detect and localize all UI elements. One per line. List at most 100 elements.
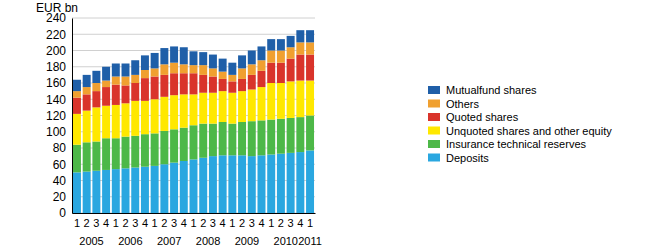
bar-segment: [160, 97, 168, 131]
bar-segment: [296, 30, 304, 42]
y-tick: 0: [59, 206, 72, 220]
bar-segment: [238, 55, 246, 68]
x-tick-label: 2: [200, 217, 206, 229]
x-tick: 2: [200, 213, 206, 229]
bar-segment: [296, 55, 304, 81]
x-tick: 3: [171, 213, 177, 229]
bar-segment: [141, 55, 149, 70]
x-tick-label: 3: [249, 217, 255, 229]
x-tick: 2: [278, 213, 284, 229]
bar-segment: [83, 111, 91, 143]
bars: [73, 30, 314, 213]
bar-segment: [141, 134, 149, 167]
bar-segment: [209, 124, 217, 157]
bar-segment: [122, 64, 130, 77]
bar-segment: [306, 55, 314, 81]
bar-segment: [122, 137, 130, 169]
y-tick: 80: [53, 141, 72, 155]
x-tick-label: 3: [132, 217, 138, 229]
bar-segment: [248, 121, 256, 156]
x-tick: 3: [132, 213, 138, 229]
bar-segment: [258, 46, 266, 60]
x-tick: 4: [220, 213, 226, 229]
bar-segment: [160, 75, 168, 97]
y-tick-label: 220: [46, 28, 66, 42]
chart: 0204060801001201401601802002202401234123…: [0, 0, 660, 250]
bar-segment: [83, 87, 91, 94]
bar-segment: [199, 158, 207, 213]
bar-segment: [73, 80, 81, 91]
y-tick-label: 140: [46, 93, 66, 107]
bar-segment: [277, 154, 285, 213]
bar-segment: [190, 94, 198, 125]
x-tick: 3: [210, 213, 216, 229]
x-tick-label: 3: [171, 217, 177, 229]
bar-segment: [122, 77, 130, 86]
x-tick-label: 2: [278, 217, 284, 229]
bar-segment: [267, 155, 275, 214]
x-tick: 2: [84, 213, 90, 229]
bar-segment: [199, 93, 207, 124]
y-tick-label: 20: [53, 190, 67, 204]
x-tick: 1: [229, 213, 235, 229]
bar-segment: [73, 172, 81, 213]
bar-segment: [170, 46, 178, 62]
legend-label: Unquoted shares and other equity: [446, 125, 612, 137]
bar-segment: [102, 106, 110, 139]
bar-segment: [190, 65, 198, 73]
plot: 0204060801001201401601802002202401234123…: [46, 11, 322, 247]
bar-segment: [238, 68, 246, 79]
y-tick-label: 60: [53, 158, 67, 172]
bar-segment: [228, 124, 236, 156]
x-tick-label: 1: [113, 217, 119, 229]
bar-segment: [73, 98, 81, 114]
bar-segment: [219, 59, 227, 72]
x-tick-label: 2: [239, 217, 245, 229]
legend-swatch: [428, 86, 440, 94]
legend-entry: Deposits: [428, 152, 489, 164]
x-tick-label: 4: [297, 217, 303, 229]
bar-segment: [131, 83, 139, 101]
x-tick-label: 3: [93, 217, 99, 229]
bar-segment: [228, 155, 236, 213]
bar-segment: [199, 124, 207, 158]
bar-segment: [287, 36, 295, 47]
bar-segment: [277, 51, 285, 63]
bar-segment: [131, 136, 139, 168]
legend-swatch: [428, 140, 440, 148]
bar-segment: [131, 101, 139, 136]
x-tick: 1: [74, 213, 80, 229]
series: [73, 30, 314, 91]
y-tick-label: 100: [46, 125, 66, 139]
legend-label: Deposits: [446, 152, 489, 164]
x-group-label: 2008: [196, 235, 220, 247]
bar-segment: [141, 70, 149, 78]
grid-line: [72, 34, 315, 35]
bar-segment: [122, 103, 130, 136]
bar-segment: [306, 30, 314, 42]
bar-segment: [160, 164, 168, 213]
bar-segment: [199, 65, 207, 75]
x-tick-label: 1: [229, 217, 235, 229]
bar-segment: [160, 131, 168, 164]
bar-segment: [258, 120, 266, 155]
x-tick: 4: [258, 213, 264, 229]
bar-segment: [287, 47, 295, 58]
y-tick-label: 80: [53, 141, 67, 155]
y-tick-label: 180: [46, 60, 66, 74]
bar-segment: [102, 67, 110, 81]
bar-segment: [199, 75, 207, 93]
bar-segment: [141, 78, 149, 101]
x-tick: 4: [181, 213, 187, 229]
x-tick: 4: [142, 213, 148, 229]
x-group-label: 2006: [118, 235, 142, 247]
bar-segment: [180, 94, 188, 127]
legend-label: Mutualfund shares: [446, 84, 537, 96]
bar-segment: [83, 142, 91, 171]
x-tick: 2: [239, 213, 245, 229]
bar-segment: [112, 85, 120, 105]
bar-segment: [112, 169, 120, 213]
x-axis: 1234123412341234123412341: [73, 213, 316, 229]
bar-segment: [277, 119, 285, 154]
bar-segment: [151, 133, 159, 166]
